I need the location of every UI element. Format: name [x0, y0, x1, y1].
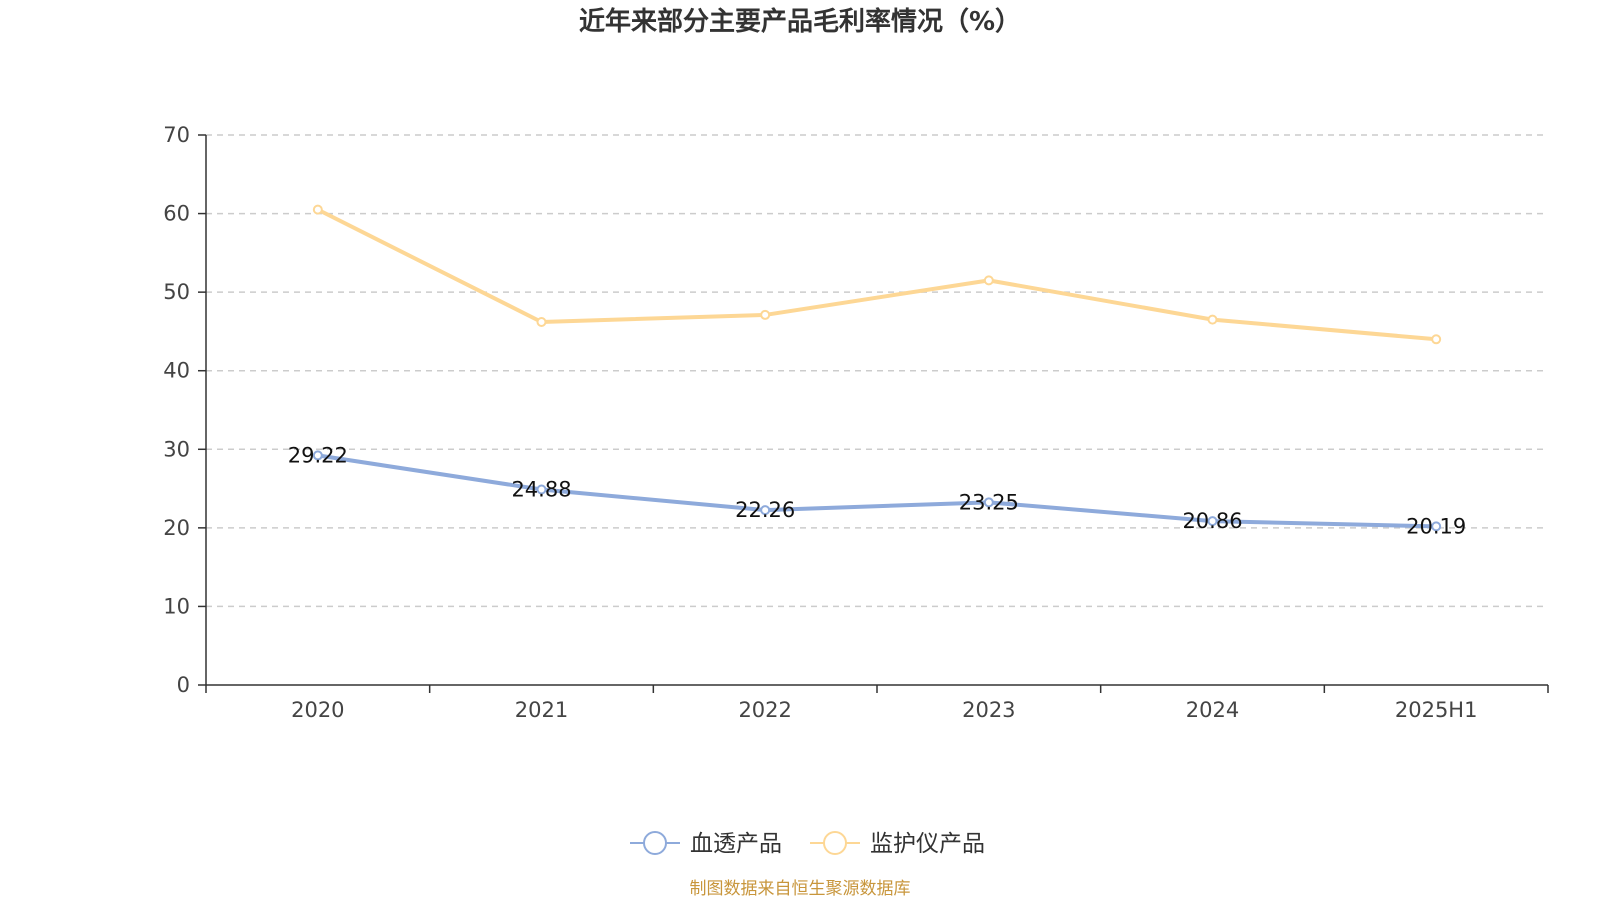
- data-point: [983, 275, 994, 286]
- y-tick-label: 50: [163, 280, 190, 304]
- data-point: [312, 204, 323, 215]
- y-tick-label: 40: [163, 359, 190, 383]
- data-point: [760, 309, 771, 320]
- x-tick-label: 2022: [738, 698, 791, 722]
- x-tick-label: 2021: [515, 698, 568, 722]
- legend-item-2[interactable]: 监护仪产品: [810, 831, 985, 857]
- data-point: [760, 505, 771, 516]
- x-tick-label: 2024: [1186, 698, 1239, 722]
- y-tick-label: 60: [163, 202, 190, 226]
- data-labels: 29.22 24.88 22.26 23.25 20.86 20.19: [288, 443, 1466, 538]
- axes: 0 10 20 30 40 50 60 70 2020 2021 2022 2023 2024 2025H…: [163, 123, 1549, 722]
- legend-item-1[interactable]: 血透产品: [630, 831, 782, 857]
- y-tick-label: 20: [163, 516, 190, 540]
- grid-lines: [206, 134, 1548, 608]
- data-label: 20.86: [1182, 509, 1242, 533]
- data-point: [1431, 334, 1442, 345]
- data-point: [536, 484, 547, 495]
- series-line-1: [315, 453, 1439, 529]
- data-point: [1207, 314, 1218, 325]
- series-lines: [312, 204, 1442, 532]
- chart-title: 近年来部分主要产品毛利率情况（%）: [578, 7, 1022, 37]
- data-label: 23.25: [959, 490, 1019, 514]
- legend[interactable]: 血透产品 监护仪产品: [630, 831, 985, 857]
- y-tick-label: 30: [163, 437, 190, 461]
- x-tick-label: 2023: [962, 698, 1015, 722]
- data-label: 29.22: [288, 443, 348, 467]
- legend-marker: [643, 831, 667, 855]
- source-note: 制图数据来自恒生聚源数据库: [689, 879, 911, 899]
- legend-label: 监护仪产品: [870, 831, 985, 857]
- data-label: 20.19: [1406, 514, 1466, 538]
- y-tick-label: 10: [163, 594, 190, 618]
- data-point: [1431, 521, 1442, 532]
- y-tick-label: 70: [163, 123, 190, 147]
- x-tick-label: 2020: [291, 698, 344, 722]
- x-tick-label: 2025H1: [1395, 698, 1478, 722]
- data-point: [312, 450, 323, 461]
- data-label: 22.26: [735, 498, 795, 522]
- legend-marker: [823, 831, 847, 855]
- data-point: [1207, 516, 1218, 527]
- data-point: [983, 497, 994, 508]
- data-label: 24.88: [511, 478, 571, 502]
- series-line-2: [315, 207, 1439, 342]
- y-tick-label: 0: [177, 673, 190, 697]
- legend-label: 血透产品: [690, 831, 782, 857]
- data-point: [536, 317, 547, 327]
